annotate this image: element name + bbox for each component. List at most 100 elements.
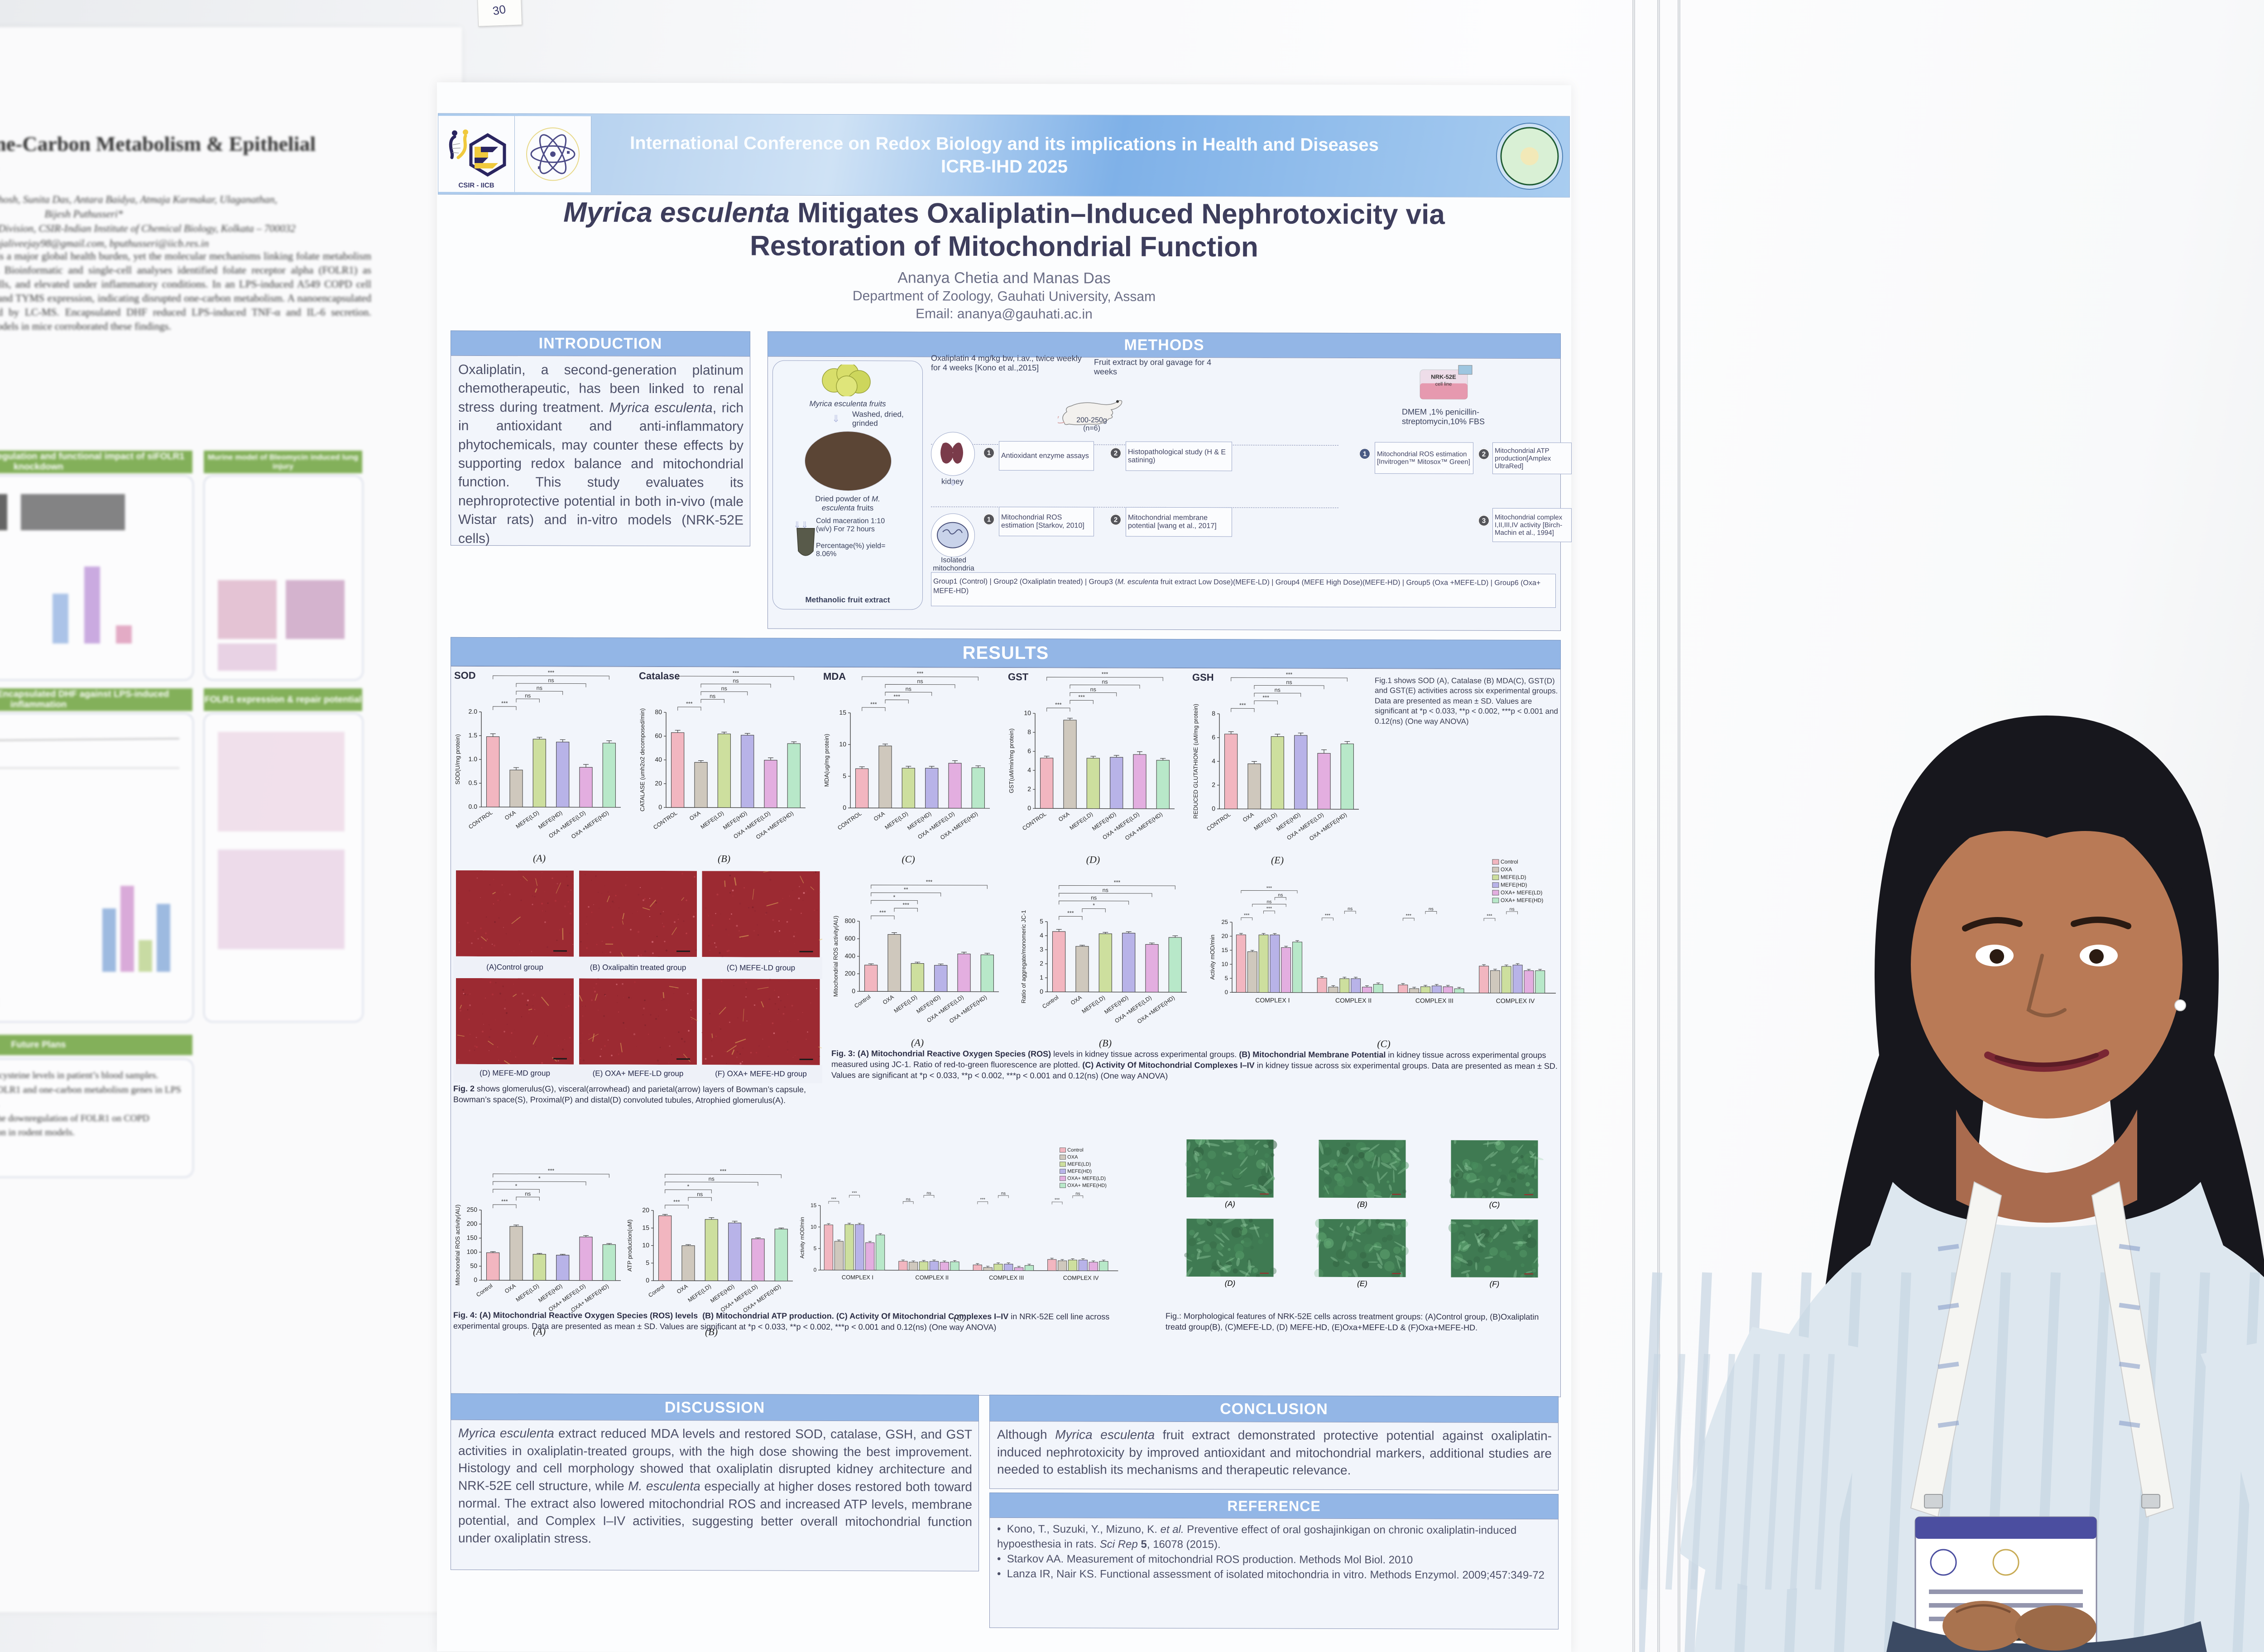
svg-text:10: 10 <box>811 1224 817 1230</box>
svg-text:***: *** <box>1406 913 1411 918</box>
svg-text:GSH: GSH <box>1192 672 1214 683</box>
svg-text:10: 10 <box>839 740 846 748</box>
svg-text:***: *** <box>926 879 933 885</box>
svg-text:GST(uM/min/mg protein): GST(uM/min/mg protein) <box>1008 728 1015 793</box>
svg-text:Mitochondrial ROS activity(AU): Mitochondrial ROS activity(AU) <box>454 1205 461 1286</box>
svg-text:2: 2 <box>1040 960 1043 967</box>
svg-text:0: 0 <box>814 1267 817 1273</box>
svg-text:OXA+ MEFE(LD): OXA+ MEFE(LD) <box>1067 1176 1106 1181</box>
svg-text:OXA+ MEFE(LD): OXA+ MEFE(LD) <box>1501 889 1542 896</box>
svg-text:5: 5 <box>843 772 846 779</box>
svg-text:5: 5 <box>1225 975 1228 981</box>
svg-text:***: *** <box>673 1199 680 1205</box>
svg-text:0: 0 <box>646 1277 649 1284</box>
svg-text:Control: Control <box>1067 1148 1084 1153</box>
svg-text:0.0: 0.0 <box>469 803 478 810</box>
svg-text:ns: ns <box>710 693 715 699</box>
svg-text:ns: ns <box>1348 906 1353 912</box>
svg-text:MEFE(LD): MEFE(LD) <box>515 809 540 830</box>
svg-text:***: *** <box>732 670 739 676</box>
svg-text:***: *** <box>1114 879 1121 886</box>
svg-text:***: *** <box>548 669 555 676</box>
svg-text:MEFE(LD): MEFE(LD) <box>687 1283 712 1303</box>
svg-text:CONTROL: CONTROL <box>467 809 494 830</box>
svg-text:OXA: OXA <box>1242 811 1255 823</box>
svg-text:OXA: OXA <box>504 1282 517 1295</box>
svg-text:ns: ns <box>1275 687 1281 693</box>
svg-text:4: 4 <box>1040 932 1043 939</box>
svg-text:8: 8 <box>1212 710 1215 717</box>
svg-text:COMPLEX III: COMPLEX III <box>1415 997 1453 1004</box>
svg-text:15: 15 <box>642 1224 649 1231</box>
svg-text:***: *** <box>1262 694 1269 701</box>
svg-text:COMPLEX I: COMPLEX I <box>1255 996 1290 1004</box>
svg-text:ns: ns <box>917 678 923 684</box>
svg-text:ns: ns <box>1001 1191 1006 1196</box>
svg-text:***: *** <box>1101 671 1108 677</box>
svg-text:OXA: OXA <box>1501 866 1512 873</box>
svg-text:***: *** <box>870 701 877 707</box>
svg-text:10: 10 <box>1024 709 1031 716</box>
svg-text:***: *** <box>1055 1197 1060 1202</box>
svg-text:***: *** <box>1055 701 1062 708</box>
svg-text:5: 5 <box>814 1245 817 1252</box>
svg-text:*: * <box>1093 903 1095 909</box>
svg-text:MEFE(LD): MEFE(LD) <box>1068 811 1094 831</box>
svg-text:***: *** <box>1325 913 1330 918</box>
svg-text:MEFE(HD): MEFE(HD) <box>1501 882 1527 888</box>
svg-text:80: 80 <box>655 708 662 716</box>
svg-text:***: *** <box>1078 694 1085 700</box>
svg-text:SOD: SOD <box>454 670 476 681</box>
svg-text:***: *** <box>1239 702 1246 708</box>
svg-text:150: 150 <box>467 1234 478 1241</box>
svg-text:Control: Control <box>1501 859 1518 865</box>
svg-text:Catalase: Catalase <box>639 670 680 682</box>
svg-text:OXA: OXA <box>676 1283 689 1295</box>
svg-text:***: *** <box>686 701 693 707</box>
svg-text:***: *** <box>917 670 924 677</box>
svg-text:Control: Control <box>1041 994 1060 1010</box>
svg-text:8: 8 <box>1027 728 1031 735</box>
svg-text:200: 200 <box>467 1220 478 1227</box>
svg-text:ATP production(uM): ATP production(uM) <box>626 1220 633 1272</box>
svg-text:100: 100 <box>467 1248 478 1255</box>
svg-text:3: 3 <box>1040 946 1043 953</box>
svg-text:***: *** <box>1244 912 1249 918</box>
svg-text:**: ** <box>904 886 908 893</box>
svg-text:***: *** <box>720 1168 727 1174</box>
svg-text:6: 6 <box>1027 747 1031 754</box>
svg-text:ns: ns <box>1510 907 1515 912</box>
svg-text:0: 0 <box>1212 805 1215 812</box>
svg-text:400: 400 <box>845 952 856 960</box>
svg-text:ns: ns <box>733 677 739 684</box>
svg-text:0: 0 <box>1027 804 1031 812</box>
svg-text:Control: Control <box>647 1283 666 1299</box>
svg-text:OXA: OXA <box>882 994 895 1006</box>
svg-text:ns: ns <box>926 1191 931 1196</box>
svg-text:CONTROL: CONTROL <box>836 810 863 831</box>
svg-text:ns: ns <box>1278 893 1283 898</box>
svg-text:Control: Control <box>475 1282 494 1298</box>
svg-text:SOD(U/mg protein): SOD(U/mg protein) <box>454 734 461 784</box>
svg-text:OXA+ MEFE(HD): OXA+ MEFE(HD) <box>1067 1183 1107 1188</box>
svg-text:MEFE(LD): MEFE(LD) <box>1067 1162 1091 1167</box>
svg-text:MEFE(HD): MEFE(HD) <box>1067 1169 1092 1174</box>
svg-text:0: 0 <box>1040 988 1043 995</box>
svg-text:20: 20 <box>642 1206 649 1214</box>
svg-text:4: 4 <box>1027 766 1031 773</box>
svg-text:ns: ns <box>697 1191 703 1197</box>
svg-text:MDA(ug/mg protein): MDA(ug/mg protein) <box>823 734 830 787</box>
svg-text:COMPLEX II: COMPLEX II <box>915 1274 949 1281</box>
svg-text:2: 2 <box>1027 785 1031 792</box>
svg-text:NRK-52E: NRK-52E <box>1431 373 1456 380</box>
svg-text:*: * <box>687 1183 690 1190</box>
svg-text:COMPLEX III: COMPLEX III <box>989 1274 1024 1281</box>
svg-text:OXA: OXA <box>1070 994 1083 1006</box>
svg-text:COMPLEX I: COMPLEX I <box>842 1274 873 1281</box>
svg-text:4: 4 <box>1212 757 1215 764</box>
svg-text:***: *** <box>1266 886 1272 891</box>
svg-text:0: 0 <box>843 804 846 811</box>
svg-text:ns: ns <box>709 1176 715 1182</box>
svg-text:***: *** <box>879 909 886 916</box>
svg-text:15: 15 <box>1222 946 1228 953</box>
